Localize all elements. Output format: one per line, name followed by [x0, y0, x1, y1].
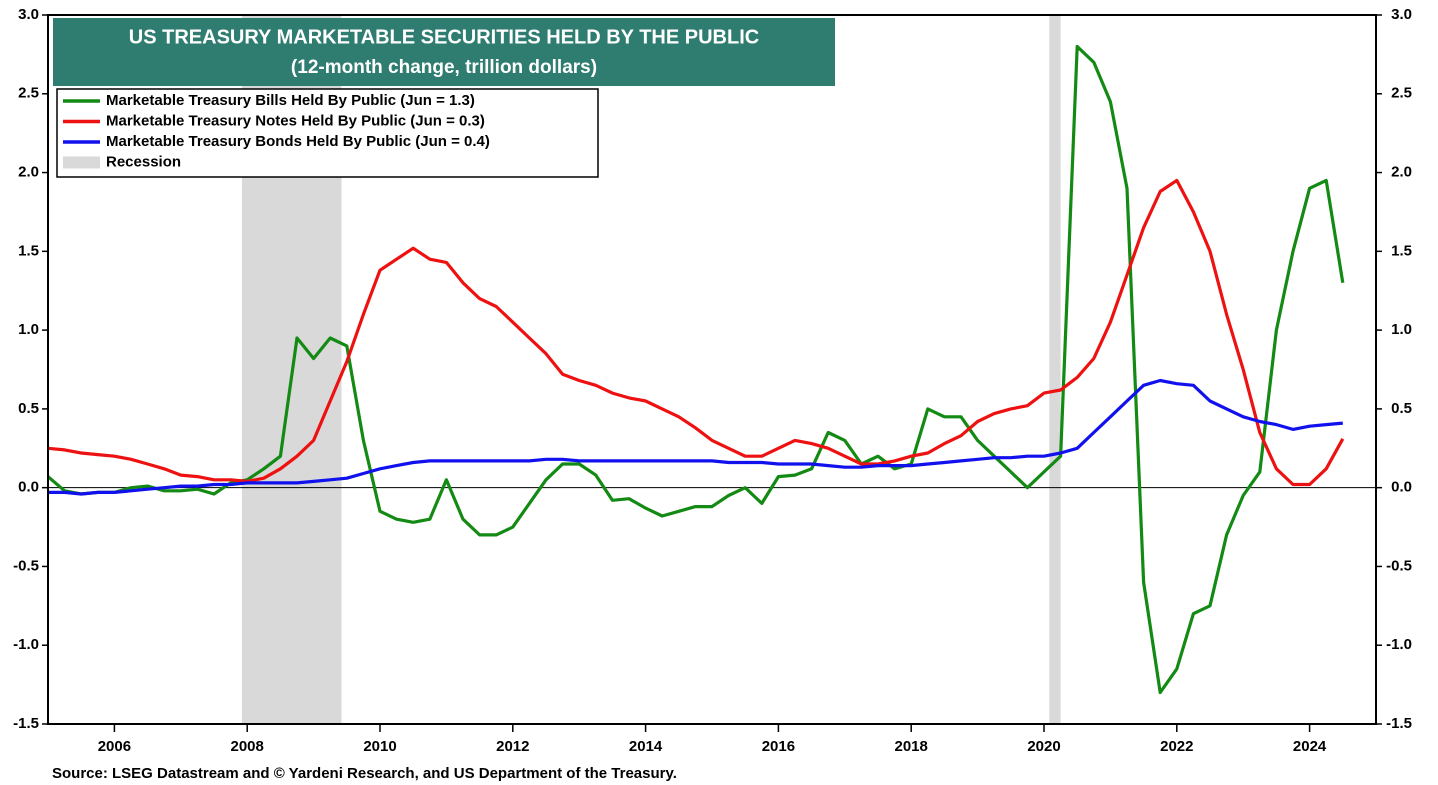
y-tick-label: 2.5 [18, 85, 39, 102]
recession-band [1049, 15, 1061, 724]
y2-tick-label: 2.5 [1391, 85, 1412, 102]
chart-title: US TREASURY MARKETABLE SECURITIES HELD B… [129, 26, 759, 48]
y-tick-label: 0.5 [18, 400, 39, 417]
y2-tick-label: 0.0 [1391, 479, 1412, 496]
legend-swatch [63, 156, 100, 169]
x-tick-label: 2022 [1160, 738, 1193, 755]
x-tick-label: 2018 [895, 738, 928, 755]
y-tick-label: -1.0 [13, 636, 39, 653]
data-line [47, 178, 1345, 487]
x-tick-label: 2010 [363, 738, 396, 755]
title-box [53, 18, 835, 86]
y2-tick-label: 1.0 [1391, 321, 1412, 338]
data-line [46, 44, 1345, 695]
x-tick-label: 2012 [496, 738, 529, 755]
y-tick-label: -1.5 [13, 715, 39, 732]
legend-label: Marketable Treasury Notes Held By Public… [106, 112, 485, 129]
x-tick-label: 2014 [629, 738, 663, 755]
y2-tick-label: 1.5 [1391, 242, 1412, 259]
plot-border [47, 14, 1377, 725]
y2-tick-label: 0.5 [1391, 400, 1412, 417]
y2-tick-label: -1.5 [1386, 715, 1412, 732]
chart-subtitle: (12-month change, trillion dollars) [291, 57, 597, 78]
y-tick-label: -0.5 [13, 557, 39, 574]
legend-label: Recession [106, 153, 181, 170]
legend-box [56, 88, 599, 178]
y-tick-label: 3.0 [18, 6, 39, 23]
legend: Marketable Treasury Bills Held By Public… [56, 88, 599, 178]
legend-label: Marketable Treasury Bills Held By Public… [106, 92, 475, 109]
data-line [48, 378, 1343, 496]
y2-tick-label: 3.0 [1391, 6, 1412, 23]
y2-tick-label: -0.5 [1386, 557, 1412, 574]
y-tick-label: 1.0 [18, 321, 39, 338]
y2-tick-label: 2.0 [1391, 164, 1412, 181]
legend-label: Marketable Treasury Bonds Held By Public… [106, 133, 490, 150]
x-tick-label: 2020 [1027, 738, 1060, 755]
source-note: Source: LSEG Datastream and © Yardeni Re… [52, 765, 677, 782]
y-tick-label: 1.5 [18, 242, 39, 259]
x-tick-label: 2008 [231, 738, 264, 755]
y-tick-label: 0.0 [18, 479, 39, 496]
y2-tick-label: -1.0 [1386, 636, 1412, 653]
x-tick-label: 2024 [1293, 738, 1327, 755]
x-tick-label: 2006 [98, 738, 131, 755]
y-tick-label: 2.0 [18, 164, 39, 181]
x-tick-label: 2016 [762, 738, 795, 755]
plot-lines [46, 44, 1345, 695]
